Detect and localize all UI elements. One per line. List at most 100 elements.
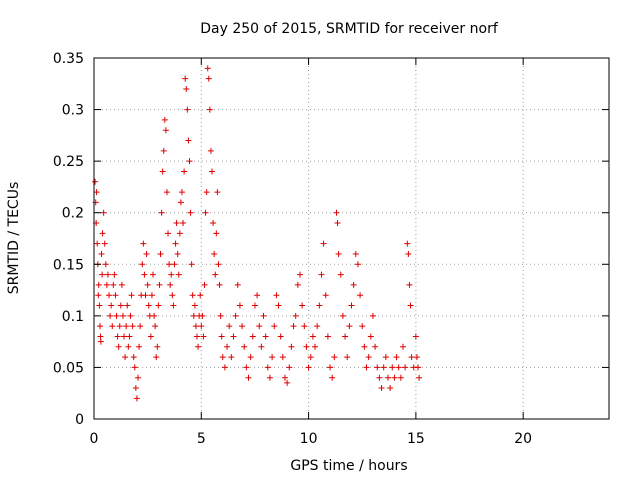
data-point xyxy=(376,374,383,381)
data-point xyxy=(391,374,398,381)
data-point xyxy=(99,230,106,237)
data-point xyxy=(299,302,306,309)
data-point xyxy=(216,281,223,288)
data-point xyxy=(365,354,372,361)
data-point xyxy=(170,302,177,309)
data-point xyxy=(374,364,381,371)
data-point xyxy=(309,333,316,340)
data-point xyxy=(372,343,379,350)
data-point xyxy=(141,271,148,278)
data-point xyxy=(404,240,411,247)
x-tick-label: 20 xyxy=(514,431,532,447)
data-point xyxy=(217,312,224,319)
data-point xyxy=(256,323,263,330)
data-point xyxy=(234,281,241,288)
data-point xyxy=(198,323,205,330)
data-point xyxy=(197,292,204,299)
data-point xyxy=(402,364,409,371)
data-point xyxy=(387,385,394,392)
data-point xyxy=(186,158,193,165)
data-point xyxy=(156,281,163,288)
y-tick-label: 0.35 xyxy=(53,51,84,67)
x-tick-label: 0 xyxy=(90,431,99,447)
data-point xyxy=(188,261,195,268)
data-point xyxy=(224,343,231,350)
data-point xyxy=(303,343,310,350)
data-point xyxy=(178,189,185,196)
data-point xyxy=(111,271,118,278)
data-point xyxy=(205,75,212,82)
data-point xyxy=(118,281,125,288)
y-tick-label: 0 xyxy=(75,412,84,428)
data-point xyxy=(219,354,226,361)
data-point xyxy=(124,302,131,309)
data-point xyxy=(190,312,197,319)
data-point xyxy=(228,354,235,361)
data-point xyxy=(352,250,359,257)
data-point xyxy=(180,220,187,227)
data-point xyxy=(226,323,233,330)
data-point xyxy=(106,292,113,299)
data-point xyxy=(109,323,116,330)
data-point xyxy=(151,312,158,319)
data-point xyxy=(157,250,164,257)
data-point xyxy=(258,343,265,350)
data-point xyxy=(230,333,237,340)
data-point xyxy=(137,323,144,330)
data-point xyxy=(131,364,138,371)
data-point xyxy=(215,261,222,268)
data-point xyxy=(318,271,325,278)
y-tick-label: 0.25 xyxy=(53,154,84,170)
data-point xyxy=(416,374,423,381)
data-point xyxy=(314,323,321,330)
data-point xyxy=(154,343,161,350)
data-point xyxy=(92,178,99,185)
data-point xyxy=(203,189,210,196)
data-point xyxy=(367,333,374,340)
data-point xyxy=(99,271,106,278)
data-point xyxy=(342,333,349,340)
data-point xyxy=(297,271,303,278)
data-point xyxy=(195,343,202,350)
y-axis-label: SRMTID / TECUs xyxy=(6,182,22,295)
data-point xyxy=(123,323,130,330)
data-point xyxy=(344,354,351,361)
data-point xyxy=(241,343,248,350)
data-point xyxy=(288,343,295,350)
data-point xyxy=(94,240,101,247)
data-point xyxy=(305,364,312,371)
data-point xyxy=(194,333,200,340)
data-point xyxy=(369,312,376,319)
data-point xyxy=(126,333,133,340)
data-point xyxy=(158,209,165,216)
data-point xyxy=(320,240,327,247)
data-point xyxy=(209,168,216,175)
data-point xyxy=(147,333,154,340)
data-point xyxy=(406,281,413,288)
data-point xyxy=(153,354,160,361)
data-point xyxy=(110,281,117,288)
data-point xyxy=(264,364,271,371)
data-point xyxy=(129,323,136,330)
data-point xyxy=(339,312,346,319)
data-point xyxy=(98,250,105,257)
data-point xyxy=(277,333,284,340)
x-axis-label: GPS time / hours xyxy=(290,458,407,474)
data-point xyxy=(97,333,104,340)
data-point xyxy=(207,147,214,154)
data-point xyxy=(192,323,199,330)
data-point xyxy=(346,323,353,330)
data-point xyxy=(210,220,217,227)
data-point xyxy=(175,271,182,278)
data-point xyxy=(292,312,299,319)
data-point xyxy=(243,364,250,371)
data-point xyxy=(397,374,404,381)
grid-lines xyxy=(94,58,609,419)
data-point xyxy=(100,209,107,216)
data-point xyxy=(413,354,420,361)
data-point xyxy=(93,189,100,196)
data-point xyxy=(108,302,115,309)
data-point xyxy=(139,261,146,268)
data-point xyxy=(107,312,114,319)
data-point xyxy=(213,230,220,237)
